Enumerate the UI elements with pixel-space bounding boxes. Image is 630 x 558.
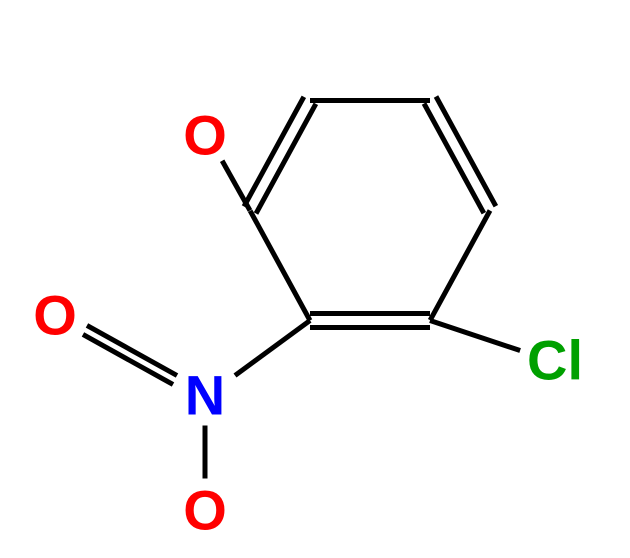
- bond-line: [310, 325, 430, 330]
- bond-line: [81, 332, 173, 386]
- bond-line: [310, 311, 430, 316]
- atom-O1: O: [183, 103, 227, 168]
- bond-line: [434, 95, 498, 207]
- atom-O3: O: [183, 478, 227, 543]
- bond-line: [203, 425, 208, 478]
- bond-line: [86, 323, 178, 377]
- bond-line: [428, 209, 492, 321]
- bond-line: [254, 102, 318, 214]
- atom-N: N: [185, 363, 225, 428]
- bond-line: [242, 95, 306, 207]
- bond-line: [310, 98, 430, 103]
- bond-line: [248, 209, 312, 321]
- bond-line: [429, 318, 521, 353]
- bond-line: [234, 318, 312, 377]
- molecule-canvas: OONOCl: [0, 0, 630, 558]
- atom-Cl: Cl: [527, 328, 583, 393]
- atom-O2: O: [33, 283, 77, 348]
- bond-line: [422, 102, 486, 214]
